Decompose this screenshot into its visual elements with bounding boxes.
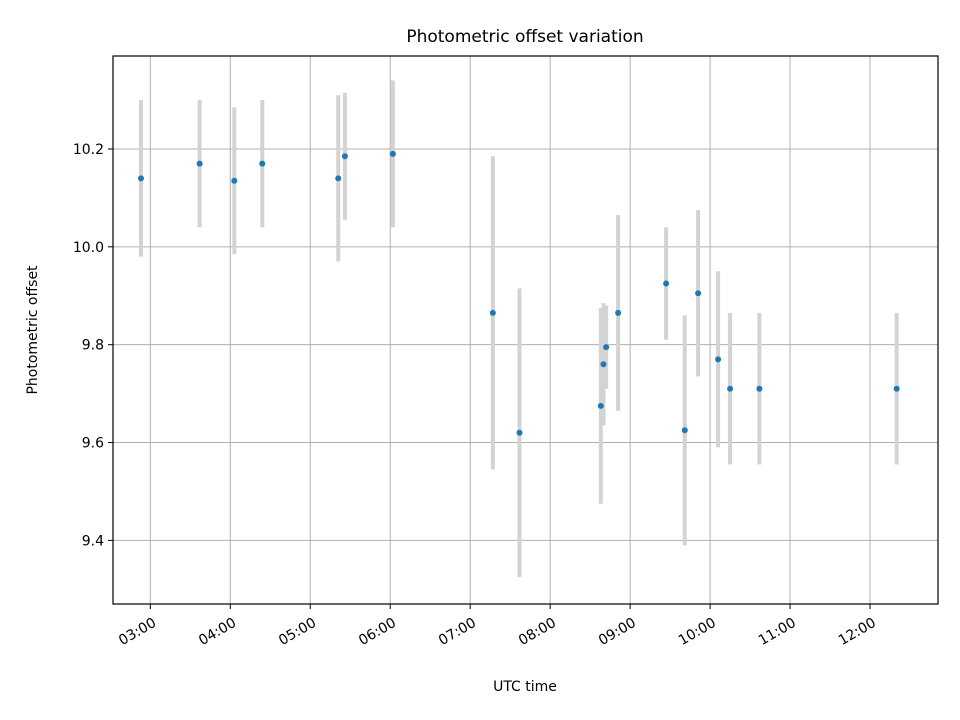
x-tick-label: 07:00 xyxy=(436,615,479,649)
x-tick-label: 04:00 xyxy=(196,615,239,649)
x-tick-label: 08:00 xyxy=(516,615,559,649)
x-tick-label: 03:00 xyxy=(116,615,159,649)
data-point xyxy=(600,361,607,368)
y-tick-label: 10.2 xyxy=(73,142,104,158)
y-axis-label: Photometric offset xyxy=(25,265,41,395)
x-tick-label: 09:00 xyxy=(596,615,639,649)
y-tick-label: 9.8 xyxy=(82,338,104,354)
plot-frame xyxy=(112,55,939,605)
error-bars xyxy=(138,80,899,578)
data-point xyxy=(615,309,622,316)
x-tick-label: 12:00 xyxy=(836,615,879,649)
data-point xyxy=(389,150,396,157)
data-point xyxy=(715,356,722,363)
y-tick-label: 9.4 xyxy=(82,533,104,549)
grid-lines xyxy=(113,56,938,604)
data-point xyxy=(597,402,604,409)
y-tick-label: 9.6 xyxy=(82,436,104,452)
data-point xyxy=(137,175,144,182)
data-point xyxy=(489,309,496,316)
data-point xyxy=(259,160,266,167)
data-point xyxy=(341,153,348,160)
data-point xyxy=(756,385,763,392)
data-point xyxy=(603,344,610,351)
data-point xyxy=(196,160,203,167)
data-points xyxy=(137,150,900,436)
x-tick-label: 06:00 xyxy=(356,615,399,649)
data-point xyxy=(335,175,342,182)
data-point xyxy=(695,290,702,297)
y-tick-label: 10.0 xyxy=(73,240,104,256)
data-point xyxy=(681,427,688,434)
data-point xyxy=(893,385,900,392)
x-tick-label: 11:00 xyxy=(756,615,799,649)
data-point xyxy=(516,429,523,436)
x-tick-label: 10:00 xyxy=(676,615,719,649)
x-tick-label: 05:00 xyxy=(276,615,319,649)
data-point xyxy=(727,385,734,392)
x-axis-label: UTC time xyxy=(493,679,557,695)
chart-title: Photometric offset variation xyxy=(406,27,643,47)
data-point xyxy=(231,177,238,184)
data-point xyxy=(663,280,670,287)
